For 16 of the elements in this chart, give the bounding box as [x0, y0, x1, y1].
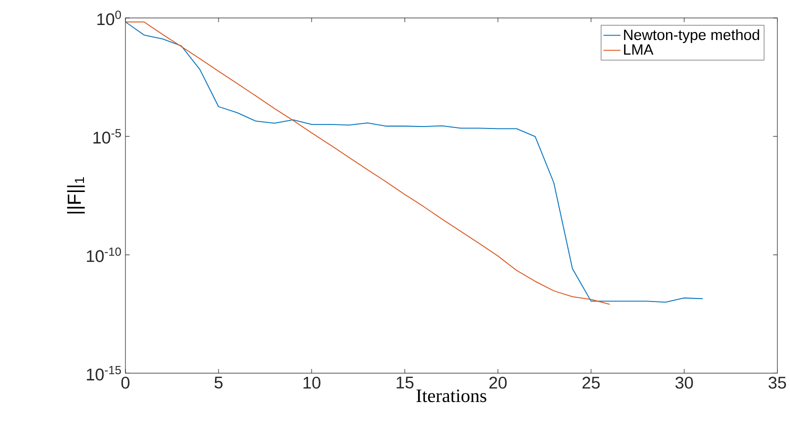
- y-tick-label: 10$^{0}$: [97, 10, 121, 26]
- y-tick-label: 10$^{-15}$: [86, 366, 121, 381]
- y-tick-label: 10$^{-5}$: [93, 129, 121, 144]
- y-tick-label: 10$^{-10}$: [86, 248, 121, 262]
- x-axis-title: Iterations: [416, 390, 486, 402]
- y-axis-title: ||F||$_{1}$: [67, 177, 85, 214]
- legend-label: LMA: [624, 44, 654, 55]
- x-tick-label: 20: [489, 376, 507, 389]
- x-tick-label: 30: [675, 376, 693, 389]
- legend-label: Newton-type method: [624, 29, 760, 44]
- x-tick-label: 15: [396, 376, 414, 389]
- x-tick-label: 10: [304, 376, 320, 389]
- x-tick-label: 25: [582, 376, 600, 389]
- x-tick-label: 5: [214, 376, 223, 389]
- x-tick-label: 35: [768, 376, 786, 389]
- x-tick-label: 0: [121, 376, 130, 389]
